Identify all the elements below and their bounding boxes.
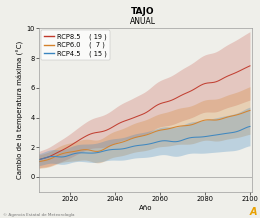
Text: TAJO: TAJO	[131, 7, 155, 15]
Legend: RCP8.5    ( 19 ), RCP6.0    (  7 ), RCP4.5    ( 15 ): RCP8.5 ( 19 ), RCP6.0 ( 7 ), RCP4.5 ( 15…	[41, 30, 110, 60]
X-axis label: Año: Año	[139, 205, 152, 211]
Y-axis label: Cambio de la temperatura máxima (°C): Cambio de la temperatura máxima (°C)	[16, 41, 24, 179]
Text: ANUAL: ANUAL	[130, 17, 156, 26]
Text: © Agencia Estatal de Meteorología: © Agencia Estatal de Meteorología	[3, 213, 74, 217]
Text: A: A	[250, 207, 257, 217]
